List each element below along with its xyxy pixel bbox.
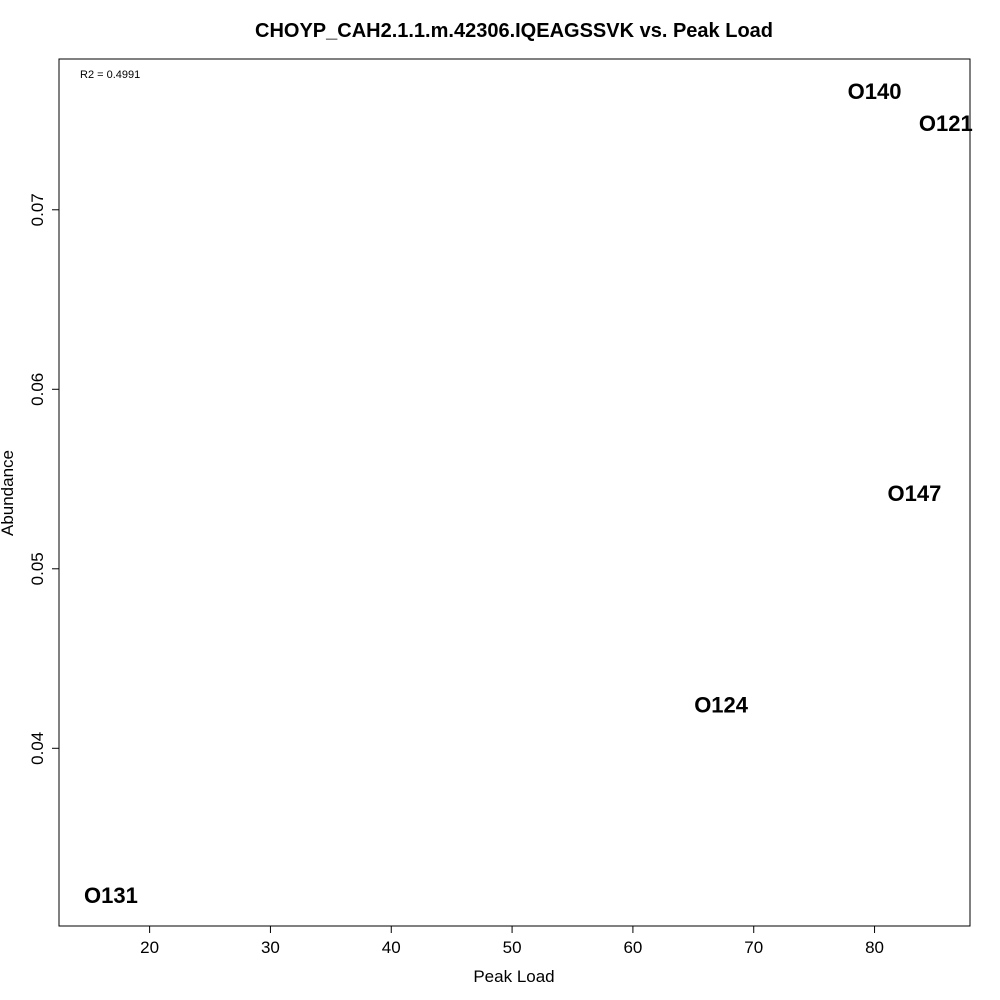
x-axis: 20 30 40 50 60 70 80: [140, 925, 884, 957]
x-tick-label: 60: [623, 938, 642, 957]
point-label: O121: [919, 111, 973, 136]
chart-title: CHOYP_CAH2.1.1.m.42306.IQEAGSSVK vs. Pea…: [255, 20, 773, 42]
point-labels: O140 O121 O147 O124 O131: [84, 79, 973, 908]
y-axis: 0.04 0.05 0.06 0.07: [28, 193, 60, 765]
y-tick-label: 0.06: [28, 373, 47, 406]
r2-annotation: R2 = 0.4991: [80, 69, 140, 81]
point-label: O124: [694, 693, 749, 718]
x-tick-label: 50: [503, 938, 522, 957]
x-axis-label: Peak Load: [473, 967, 554, 986]
x-tick-label: 70: [744, 938, 763, 957]
x-tick-label: 40: [382, 938, 401, 957]
point-label: O140: [848, 79, 902, 104]
point-label: O147: [888, 481, 942, 506]
plot-frame: [58, 58, 971, 927]
y-tick-label: 0.07: [28, 193, 47, 226]
x-tick-label: 20: [140, 938, 159, 957]
x-tick-label: 80: [865, 938, 884, 957]
x-tick-label: 30: [261, 938, 280, 957]
y-tick-label: 0.05: [28, 552, 47, 585]
point-label: O131: [84, 883, 138, 908]
y-axis-label: Abundance: [0, 450, 17, 536]
y-tick-label: 0.04: [28, 732, 47, 765]
